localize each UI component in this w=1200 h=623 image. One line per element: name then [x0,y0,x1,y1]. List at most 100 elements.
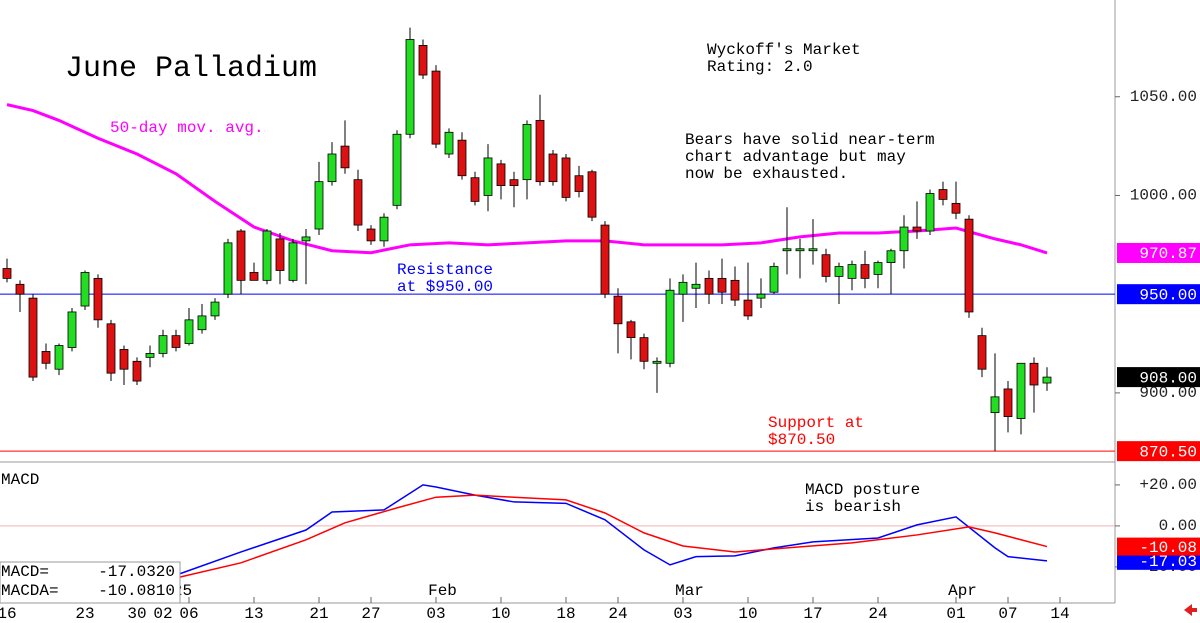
candle-body [80,272,90,307]
candle-body [717,277,727,293]
x-tick-label: 27 [361,605,380,623]
candle-body [535,120,545,183]
readout-value: -10.0810 [98,582,175,600]
candle-body [327,153,337,183]
candle-body [964,218,974,313]
level-label: -17.03 [1139,553,1197,571]
candle-body [652,360,662,364]
level-label: 908.00 [1139,369,1197,387]
moving-average [6,103,1048,255]
y-tick-label: 1050.00 [1130,88,1197,106]
annotation: Wyckoff's Market [707,41,861,59]
candle-body [626,321,636,339]
candle-body [366,228,376,242]
candle-body [873,262,883,275]
candle-body [951,202,961,214]
period-label: Feb [428,582,457,600]
x-tick-label: 10 [738,605,757,623]
candle-body [119,349,129,370]
candle-body [2,268,12,279]
candle-body [821,254,831,277]
candle-body [457,139,467,177]
level-label: 870.50 [1139,443,1197,461]
readout-name: MACDA= [1,582,59,600]
x-tick-label: 06 [179,605,198,623]
candle-body [938,189,948,200]
candle-body [1029,362,1039,386]
candle-body [93,277,103,321]
candle-body [808,248,818,252]
x-tick-label: 02 [153,605,172,623]
readout-name: MACD= [1,563,49,581]
candle-body [496,163,506,186]
candle-body [522,123,532,181]
candle-body [431,70,441,145]
x-tick-label: 01 [946,605,965,623]
panel-title: MACD [1,471,39,489]
x-tick-label: 30 [127,605,146,623]
candle-body [106,323,116,374]
level-box [1117,537,1200,556]
level-box [1117,441,1200,462]
candle-body [132,360,142,382]
candle-body [275,238,285,271]
x-tick-label: 16 [0,605,17,623]
x-tick-label: 10 [491,605,510,623]
candle-body [340,145,350,169]
candle-body [769,266,779,293]
candle-body [314,181,324,230]
scroll-arrow[interactable] [1184,604,1197,616]
candle-body [301,236,311,242]
y-tick-label: 900.00 [1139,384,1197,402]
level-label: 970.87 [1139,245,1197,263]
annotation: chart advantage but may [685,148,906,166]
moving-average-label: 50-day mov. avg. [110,119,264,137]
candle-body [574,175,584,192]
x-tick-label: 14 [1050,605,1069,623]
x-tick-label: 24 [608,605,627,623]
candle-body [990,396,1000,414]
candle-body [1016,362,1026,419]
candle-body [210,301,220,317]
annotation: Resistance [397,261,493,279]
macd-line [175,484,1048,576]
x-tick-label: 23 [75,605,94,623]
candle-body [977,335,987,370]
period-label: Mar [675,582,704,600]
annotation: Support at [768,414,864,432]
annotation: Rating: 2.0 [707,58,813,76]
candle-body [1042,376,1052,384]
candle-body [639,337,649,362]
candle-body [184,319,194,344]
candle-body [847,264,857,279]
candle-body [886,250,896,263]
annotation: MACD posture [805,481,920,499]
candle-body [379,216,389,242]
candle-body [236,230,246,281]
x-tick-label: 03 [426,605,445,623]
candle-body [54,345,64,370]
candle-body [418,45,428,76]
y-tick-label: +20.00 [1139,476,1197,494]
candle-body [392,133,402,206]
candle-body [600,224,610,295]
candle-body [509,179,519,186]
level-box [1117,367,1200,388]
x-tick-label: 17 [803,605,822,623]
candle-body [925,193,935,232]
candle-body [743,299,753,317]
annotation: at $950.00 [397,278,493,296]
x-tick-label: 24 [868,605,887,623]
candle-body [613,295,623,325]
candle-body [197,315,207,331]
annotation: now be exhausted. [685,165,848,183]
candle-body [899,226,909,252]
candle-body [405,39,415,135]
candle-body [730,279,740,301]
annotation: Bears have solid near-term [685,131,935,149]
candle-body [795,248,805,252]
x-tick-label: 07 [998,605,1017,623]
candle-body [262,230,272,281]
candle-body [561,157,571,198]
